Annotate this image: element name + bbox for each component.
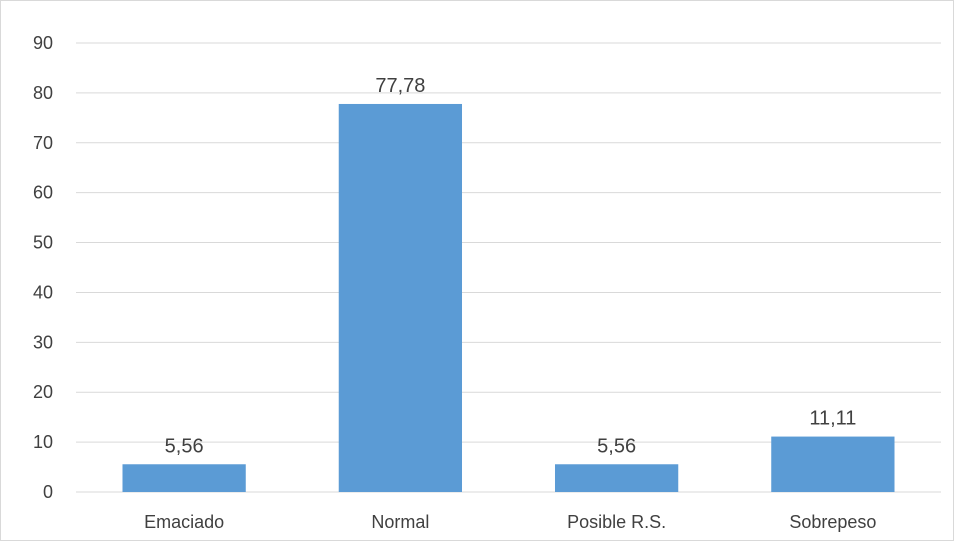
y-tick-label: 60 (33, 183, 53, 203)
bar-sobrepeso (771, 436, 895, 492)
bars (122, 103, 895, 492)
bar-emaciado (122, 464, 246, 492)
y-tick-label: 50 (33, 233, 53, 253)
x-axis-ticks: Emaciado Normal Posible R.S. Sobrepeso (144, 512, 876, 532)
x-tick-label: Posible R.S. (567, 512, 666, 532)
data-label: 5,56 (597, 435, 636, 457)
y-tick-label: 20 (33, 382, 53, 402)
bar-normal (338, 103, 463, 492)
y-tick-label: 10 (33, 432, 53, 452)
y-tick-label: 30 (33, 332, 53, 352)
x-tick-label: Emaciado (144, 512, 224, 532)
data-label: 11,11 (809, 408, 856, 430)
y-tick-label: 40 (33, 282, 53, 302)
data-labels: 5,56 77,78 5,56 11,11 (165, 75, 857, 457)
y-tick-label: 90 (33, 33, 53, 53)
y-tick-label: 80 (33, 83, 53, 103)
y-tick-label: 70 (33, 133, 53, 153)
data-label: 77,78 (375, 75, 425, 97)
y-axis-ticks: 0 10 20 30 40 50 60 70 80 90 (33, 33, 53, 502)
x-tick-label: Sobrepeso (789, 512, 876, 532)
y-tick-label: 0 (43, 482, 53, 502)
x-tick-label: Normal (371, 512, 429, 532)
gridlines (76, 42, 941, 493)
bar-posible-r-s (554, 464, 679, 492)
data-label: 5,56 (165, 435, 204, 457)
